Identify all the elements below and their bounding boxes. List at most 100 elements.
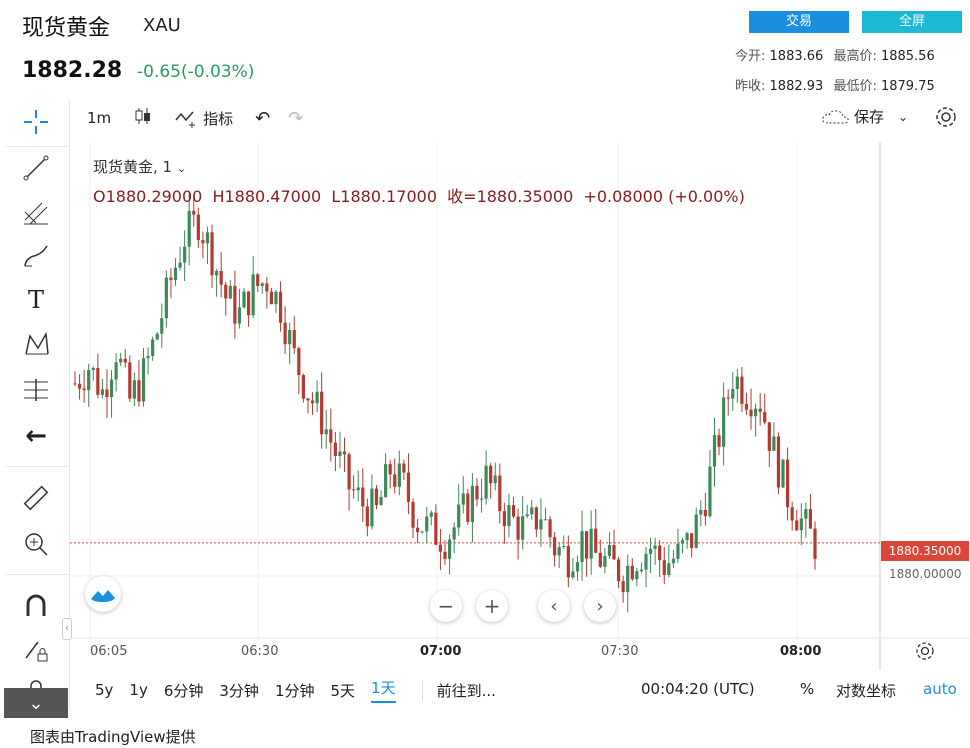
range-3m[interactable]: 3分钟: [219, 681, 259, 700]
candle-body: [457, 504, 461, 528]
series-title[interactable]: 现货黄金, 1 ⌄: [93, 156, 186, 177]
candle-body: [87, 369, 91, 391]
candle-body: [639, 569, 644, 572]
candle-body: [630, 565, 634, 580]
candle-body: [119, 358, 123, 363]
chevron-down-icon[interactable]: ⌄: [898, 109, 909, 124]
settings-gear-icon[interactable]: [934, 105, 958, 133]
zoom-in-icon[interactable]: [18, 526, 54, 562]
candle-body: [352, 489, 356, 491]
candle-body: [205, 232, 210, 244]
goto-date-button[interactable]: 前往到...: [421, 679, 496, 701]
magnet-icon[interactable]: [18, 588, 54, 624]
candle-body: [434, 512, 438, 545]
candle-body: [694, 514, 698, 548]
tradingview-credit[interactable]: 图表由TradingView提供: [30, 728, 196, 746]
log-scale-toggle[interactable]: 对数坐标: [836, 682, 897, 700]
drawing-toolbar: T ← ⌄ ‹: [0, 100, 72, 718]
range-1y[interactable]: 1y: [129, 681, 148, 699]
candle-body: [324, 429, 328, 435]
range-5y[interactable]: 5y: [95, 681, 114, 699]
candle-body: [585, 531, 589, 559]
time-label: 07:30: [601, 644, 639, 659]
price-chart[interactable]: [70, 142, 970, 670]
time-label: 08:00: [780, 644, 822, 659]
utc-clock[interactable]: 00:04:20 (UTC): [641, 680, 755, 698]
chevron-right-icon: ›: [596, 595, 604, 617]
candle-body: [370, 488, 374, 527]
open-value: 1883.66: [769, 49, 824, 64]
candle-body: [598, 552, 602, 567]
trend-line-icon[interactable]: [18, 150, 54, 186]
scroll-left-button[interactable]: ‹: [538, 590, 570, 622]
brush-icon[interactable]: [18, 238, 54, 274]
candle-body: [164, 277, 168, 319]
trade-button[interactable]: 交易: [749, 11, 849, 33]
candle-body: [256, 274, 260, 286]
candle-body: [292, 329, 296, 349]
candle-body: [607, 545, 612, 556]
candle-body: [603, 555, 607, 567]
undo-icon[interactable]: ↶: [255, 107, 271, 129]
candle-body: [393, 474, 397, 487]
candle-body: [242, 291, 246, 308]
candle-body: [183, 246, 187, 263]
zoom-out-button[interactable]: −: [430, 590, 462, 622]
candle-body: [776, 436, 781, 488]
indicators-button[interactable]: 指标: [175, 108, 233, 129]
candle-body: [141, 358, 146, 402]
collapse-toolbar-button[interactable]: ⌄: [4, 688, 68, 718]
candle-body: [411, 501, 415, 528]
indicators-label: 指标: [203, 109, 234, 128]
candle-body: [726, 397, 730, 399]
percent-toggle[interactable]: %: [800, 680, 815, 698]
range-6m[interactable]: 6分钟: [163, 681, 204, 700]
candle-body: [653, 545, 657, 549]
range-1m[interactable]: 1分钟: [274, 681, 315, 700]
time-label: 06:05: [90, 644, 128, 659]
auto-scale-toggle[interactable]: auto: [923, 680, 957, 698]
interval-button[interactable]: 1m: [87, 109, 112, 127]
candle-body: [466, 493, 470, 522]
axis-settings-gear-icon[interactable]: [914, 640, 936, 666]
pattern-icon[interactable]: [18, 326, 54, 362]
candle-body: [246, 291, 251, 316]
candle-body: [155, 333, 159, 340]
candle-body: [616, 559, 621, 582]
candle-body: [306, 398, 310, 401]
candle-body: [388, 464, 392, 475]
chart-logo-button[interactable]: [85, 576, 121, 612]
zoom-in-button[interactable]: +: [476, 590, 508, 622]
candle-body: [219, 270, 223, 285]
open-label: 今开:: [735, 49, 766, 64]
candle-body: [680, 540, 685, 544]
range-1d[interactable]: 1天: [371, 677, 396, 703]
pitchfork-icon[interactable]: [18, 194, 54, 230]
candle-body: [278, 291, 283, 323]
text-tool-icon[interactable]: T: [27, 286, 44, 314]
time-label: 06:30: [241, 644, 279, 659]
candle-body: [73, 383, 77, 385]
candle-body: [342, 451, 347, 455]
candle-body: [151, 339, 155, 356]
crosshair-icon[interactable]: [18, 104, 54, 140]
save-button[interactable]: 保存 ⌄: [820, 106, 908, 127]
range-5d[interactable]: 5天: [330, 681, 356, 700]
candle-body: [384, 464, 388, 498]
candle-body: [406, 472, 411, 502]
candle-body: [648, 548, 653, 554]
measure-icon[interactable]: [18, 372, 54, 408]
candle-body: [100, 389, 105, 395]
candle-body: [123, 358, 127, 363]
toolbar-toggle-handle[interactable]: ‹: [62, 618, 72, 640]
ruler-icon[interactable]: [18, 480, 54, 516]
candle-body: [178, 262, 182, 268]
back-arrow-icon[interactable]: ←: [25, 421, 47, 451]
candle-style-icon[interactable]: [133, 106, 153, 130]
candle-body: [361, 487, 365, 507]
fullscreen-button[interactable]: 全屏: [862, 11, 962, 33]
redo-icon[interactable]: ↷: [288, 107, 304, 129]
scroll-right-button[interactable]: ›: [584, 590, 616, 622]
prev-close-label: 昨收:: [735, 79, 766, 94]
lock-drawing-icon[interactable]: [18, 632, 54, 668]
